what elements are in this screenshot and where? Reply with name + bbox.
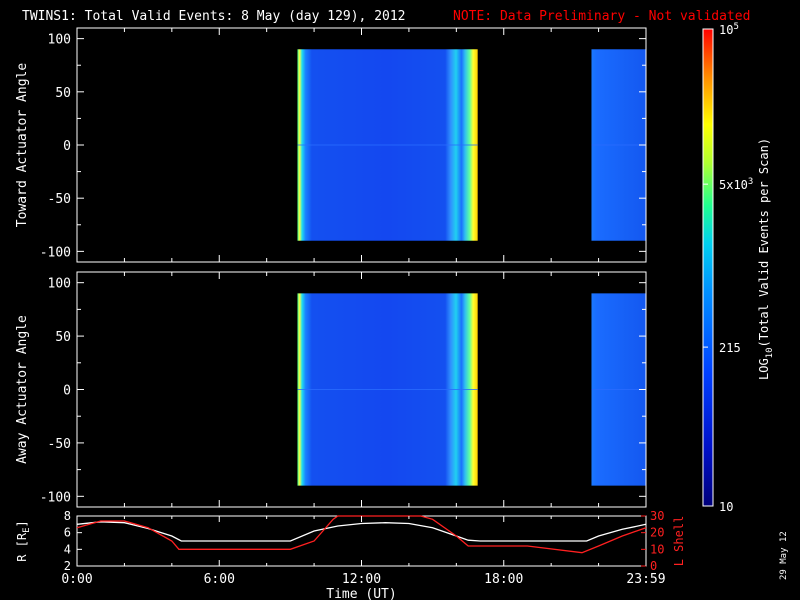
- y2-tick-label: 10: [650, 542, 664, 556]
- x-tick-label: 23:59: [626, 572, 665, 587]
- colorbar-tick-label: 5x103: [719, 177, 753, 192]
- y-axis-label-close: ]: [15, 520, 29, 527]
- y-tick-label: 0: [63, 139, 71, 154]
- y-tick-label: 100: [48, 33, 71, 48]
- x-tick-label: 18:00: [484, 572, 523, 587]
- away-angle-panel: -100 -50 0 50 100 Away Actuator Angle: [15, 271, 647, 508]
- date-stamp: 29 May 12: [779, 531, 789, 580]
- colorbar-tick-base: 10: [719, 500, 733, 514]
- x-tick-label: 12:00: [342, 572, 381, 587]
- y2-tick-label: 30: [650, 509, 664, 523]
- y-tick-label: 2: [64, 559, 71, 573]
- x-tick-label: 6:00: [204, 572, 235, 587]
- x-tick-label: 0:00: [61, 572, 92, 587]
- y-axis-label-subscript: E: [22, 527, 32, 532]
- y-tick-label: 6: [64, 526, 71, 540]
- y-tick-label: 8: [64, 509, 71, 523]
- y-tick-label: -100: [40, 245, 71, 260]
- y2-tick-label: 0: [650, 559, 657, 573]
- l-shell-series-line: [76, 515, 647, 554]
- colorbar-tick-exponent: 5: [733, 22, 738, 32]
- preliminary-note: NOTE: Data Preliminary - Not validated: [453, 9, 750, 24]
- chart-title: TWINS1: Total Valid Events: 8 May (day 1…: [22, 9, 406, 24]
- y-tick-label: 4: [64, 542, 71, 556]
- x-axis-label: Time (UT): [326, 587, 396, 600]
- position-panel: 2 4 6 8 0 10 20 30 0:00 6:00 12:00 18:00 23:59 Time (…: [15, 509, 686, 600]
- colorbar-tick-label: 105: [719, 22, 739, 37]
- colorbar-tick-exponent: 3: [748, 177, 753, 187]
- y-tick-label: -50: [48, 437, 71, 452]
- y-tick-label: 50: [55, 330, 71, 345]
- colorbar-label: LOG10(Total Valid Events per Scan): [757, 138, 775, 380]
- colorbar-tick-base: 10: [719, 23, 733, 37]
- y-tick-label: -50: [48, 192, 71, 207]
- y2-tick-label: 20: [650, 526, 664, 540]
- colorbar-gradient: [702, 28, 714, 507]
- y-tick-label: 0: [63, 384, 71, 399]
- y-axis-label: Toward Actuator Angle: [15, 63, 30, 228]
- colorbar-tick-base: 215: [719, 341, 741, 355]
- radius-series-line: [76, 521, 647, 542]
- colorbar-tick-label: 215: [719, 341, 741, 355]
- y-tick-label: 100: [48, 277, 71, 292]
- colorbar-tick-label: 10: [719, 500, 733, 514]
- colorbar-tick-base: 5x10: [719, 178, 748, 192]
- y-axis-label: Away Actuator Angle: [15, 315, 30, 464]
- y-tick-label: -100: [40, 490, 71, 505]
- y-tick-label: 50: [55, 86, 71, 101]
- y2-axis-label: L Shell: [672, 516, 686, 567]
- y-axis-label-text: R [R: [15, 532, 29, 562]
- toward-angle-panel: -100 -50 0 50 100 Toward Actuator Angle: [15, 27, 647, 263]
- y-axis-label: R [RE]: [15, 520, 32, 562]
